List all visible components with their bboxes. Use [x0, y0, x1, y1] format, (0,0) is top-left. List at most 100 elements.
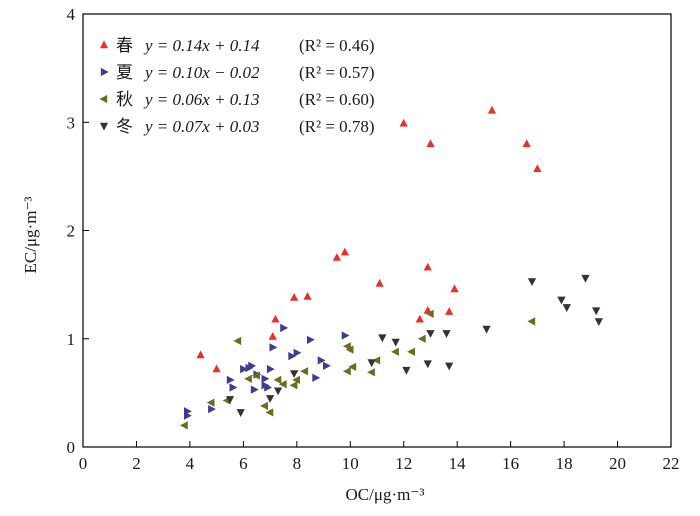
point-series-2: [288, 351, 297, 361]
point-series-3: [206, 398, 215, 407]
point-series-3: [260, 401, 268, 410]
legend-series-name: 春: [116, 36, 133, 55]
x-tick-label: 2: [132, 454, 141, 473]
point-series-1: [533, 164, 542, 172]
legend-equation: y = 0.10x − 0.02: [143, 63, 260, 82]
point-series-4: [527, 278, 537, 286]
point-series-1: [290, 293, 299, 301]
point-series-2: [226, 375, 235, 384]
point-series-4: [592, 307, 601, 316]
x-tick-label: 6: [239, 454, 248, 473]
point-series-2: [317, 356, 326, 365]
point-series-4: [274, 387, 283, 396]
point-series-3: [425, 309, 434, 318]
legend-marker-3: [99, 94, 108, 104]
x-axis-label: OC/μg·m⁻³: [346, 485, 425, 504]
point-series-3: [348, 362, 357, 371]
point-series-3: [244, 374, 252, 383]
x-tick-label: 14: [449, 454, 467, 473]
x-tick-label: 10: [342, 454, 359, 473]
data-points: [180, 105, 603, 430]
point-series-4: [391, 338, 400, 347]
point-series-4: [402, 366, 411, 375]
point-series-1: [212, 364, 221, 373]
point-series-2: [261, 374, 270, 383]
x-tick-label: 0: [79, 454, 88, 473]
point-series-2: [312, 373, 321, 382]
y-tick-label: 1: [67, 330, 76, 349]
legend-series-name: 夏: [116, 63, 133, 82]
point-series-3: [289, 381, 298, 390]
point-series-2: [341, 331, 350, 340]
legend-equation: y = 0.14x + 0.14: [143, 36, 260, 55]
point-series-3: [391, 347, 399, 356]
point-series-4: [445, 362, 454, 371]
point-series-3: [273, 375, 282, 384]
point-series-2: [307, 335, 315, 344]
y-tick-label: 3: [67, 113, 76, 132]
legend: 春 y = 0.14x + 0.14 (R² = 0.46) 夏 y = 0.10x −…: [99, 36, 375, 136]
point-series-4: [594, 318, 603, 326]
x-tick-label: 16: [502, 454, 519, 473]
point-series-4: [581, 274, 590, 283]
y-tick-label: 2: [67, 222, 76, 241]
legend-marker-1: [99, 40, 109, 49]
legend-r2: (R² = 0.78): [299, 117, 375, 136]
point-series-2: [229, 383, 238, 392]
point-series-1: [332, 253, 341, 261]
point-series-1: [268, 332, 277, 340]
point-series-3: [407, 347, 415, 356]
y-tick-label: 4: [67, 5, 76, 24]
point-series-4: [423, 360, 432, 369]
point-series-3: [233, 336, 242, 346]
point-series-4: [562, 304, 571, 312]
point-series-2: [250, 385, 259, 394]
point-series-2: [208, 405, 216, 414]
point-series-2: [240, 364, 248, 374]
x-tick-label: 12: [395, 454, 412, 473]
point-series-1: [340, 247, 350, 256]
legend-series-name: 冬: [116, 117, 133, 136]
legend-marker-4: [99, 122, 109, 131]
point-series-1: [522, 139, 531, 148]
legend-equation: y = 0.06x + 0.13: [143, 90, 260, 109]
x-axis-ticks: 0 2 4 6 8 10 12 14 16 18 20 22: [79, 441, 680, 473]
point-series-2: [261, 381, 270, 390]
x-tick-label: 8: [293, 454, 302, 473]
point-series-1: [375, 278, 384, 287]
point-series-3: [300, 367, 309, 376]
x-tick-label: 4: [186, 454, 195, 473]
point-series-4: [367, 359, 376, 368]
point-series-4: [225, 396, 235, 404]
legend-marker-2: [100, 67, 109, 77]
point-series-3: [527, 317, 536, 326]
legend-r2: (R² = 0.60): [299, 90, 375, 109]
point-series-3: [278, 380, 287, 389]
point-series-1: [445, 307, 454, 315]
point-series-1: [487, 105, 497, 114]
y-tick-label: 0: [67, 438, 76, 457]
point-series-4: [482, 325, 491, 334]
point-series-1: [303, 291, 312, 300]
point-series-3: [265, 408, 274, 417]
point-series-1: [415, 314, 424, 323]
legend-equation: y = 0.07x + 0.03: [143, 117, 260, 136]
point-series-2: [266, 364, 275, 374]
x-tick-label: 20: [609, 454, 626, 473]
legend-r2: (R² = 0.46): [299, 36, 375, 55]
point-series-1: [450, 284, 459, 293]
point-series-4: [557, 296, 566, 305]
point-series-4: [426, 330, 435, 338]
point-series-4: [290, 370, 299, 378]
legend-series-name: 秋: [116, 90, 133, 109]
point-series-1: [196, 350, 205, 359]
point-series-3: [180, 421, 188, 430]
point-series-2: [293, 348, 302, 357]
point-series-2: [184, 411, 192, 420]
point-series-1: [426, 139, 435, 148]
point-series-4: [442, 330, 451, 338]
point-series-4: [266, 395, 275, 403]
y-axis-label: EC/μg·m⁻³: [21, 196, 40, 273]
legend-r2: (R² = 0.57): [299, 63, 375, 82]
